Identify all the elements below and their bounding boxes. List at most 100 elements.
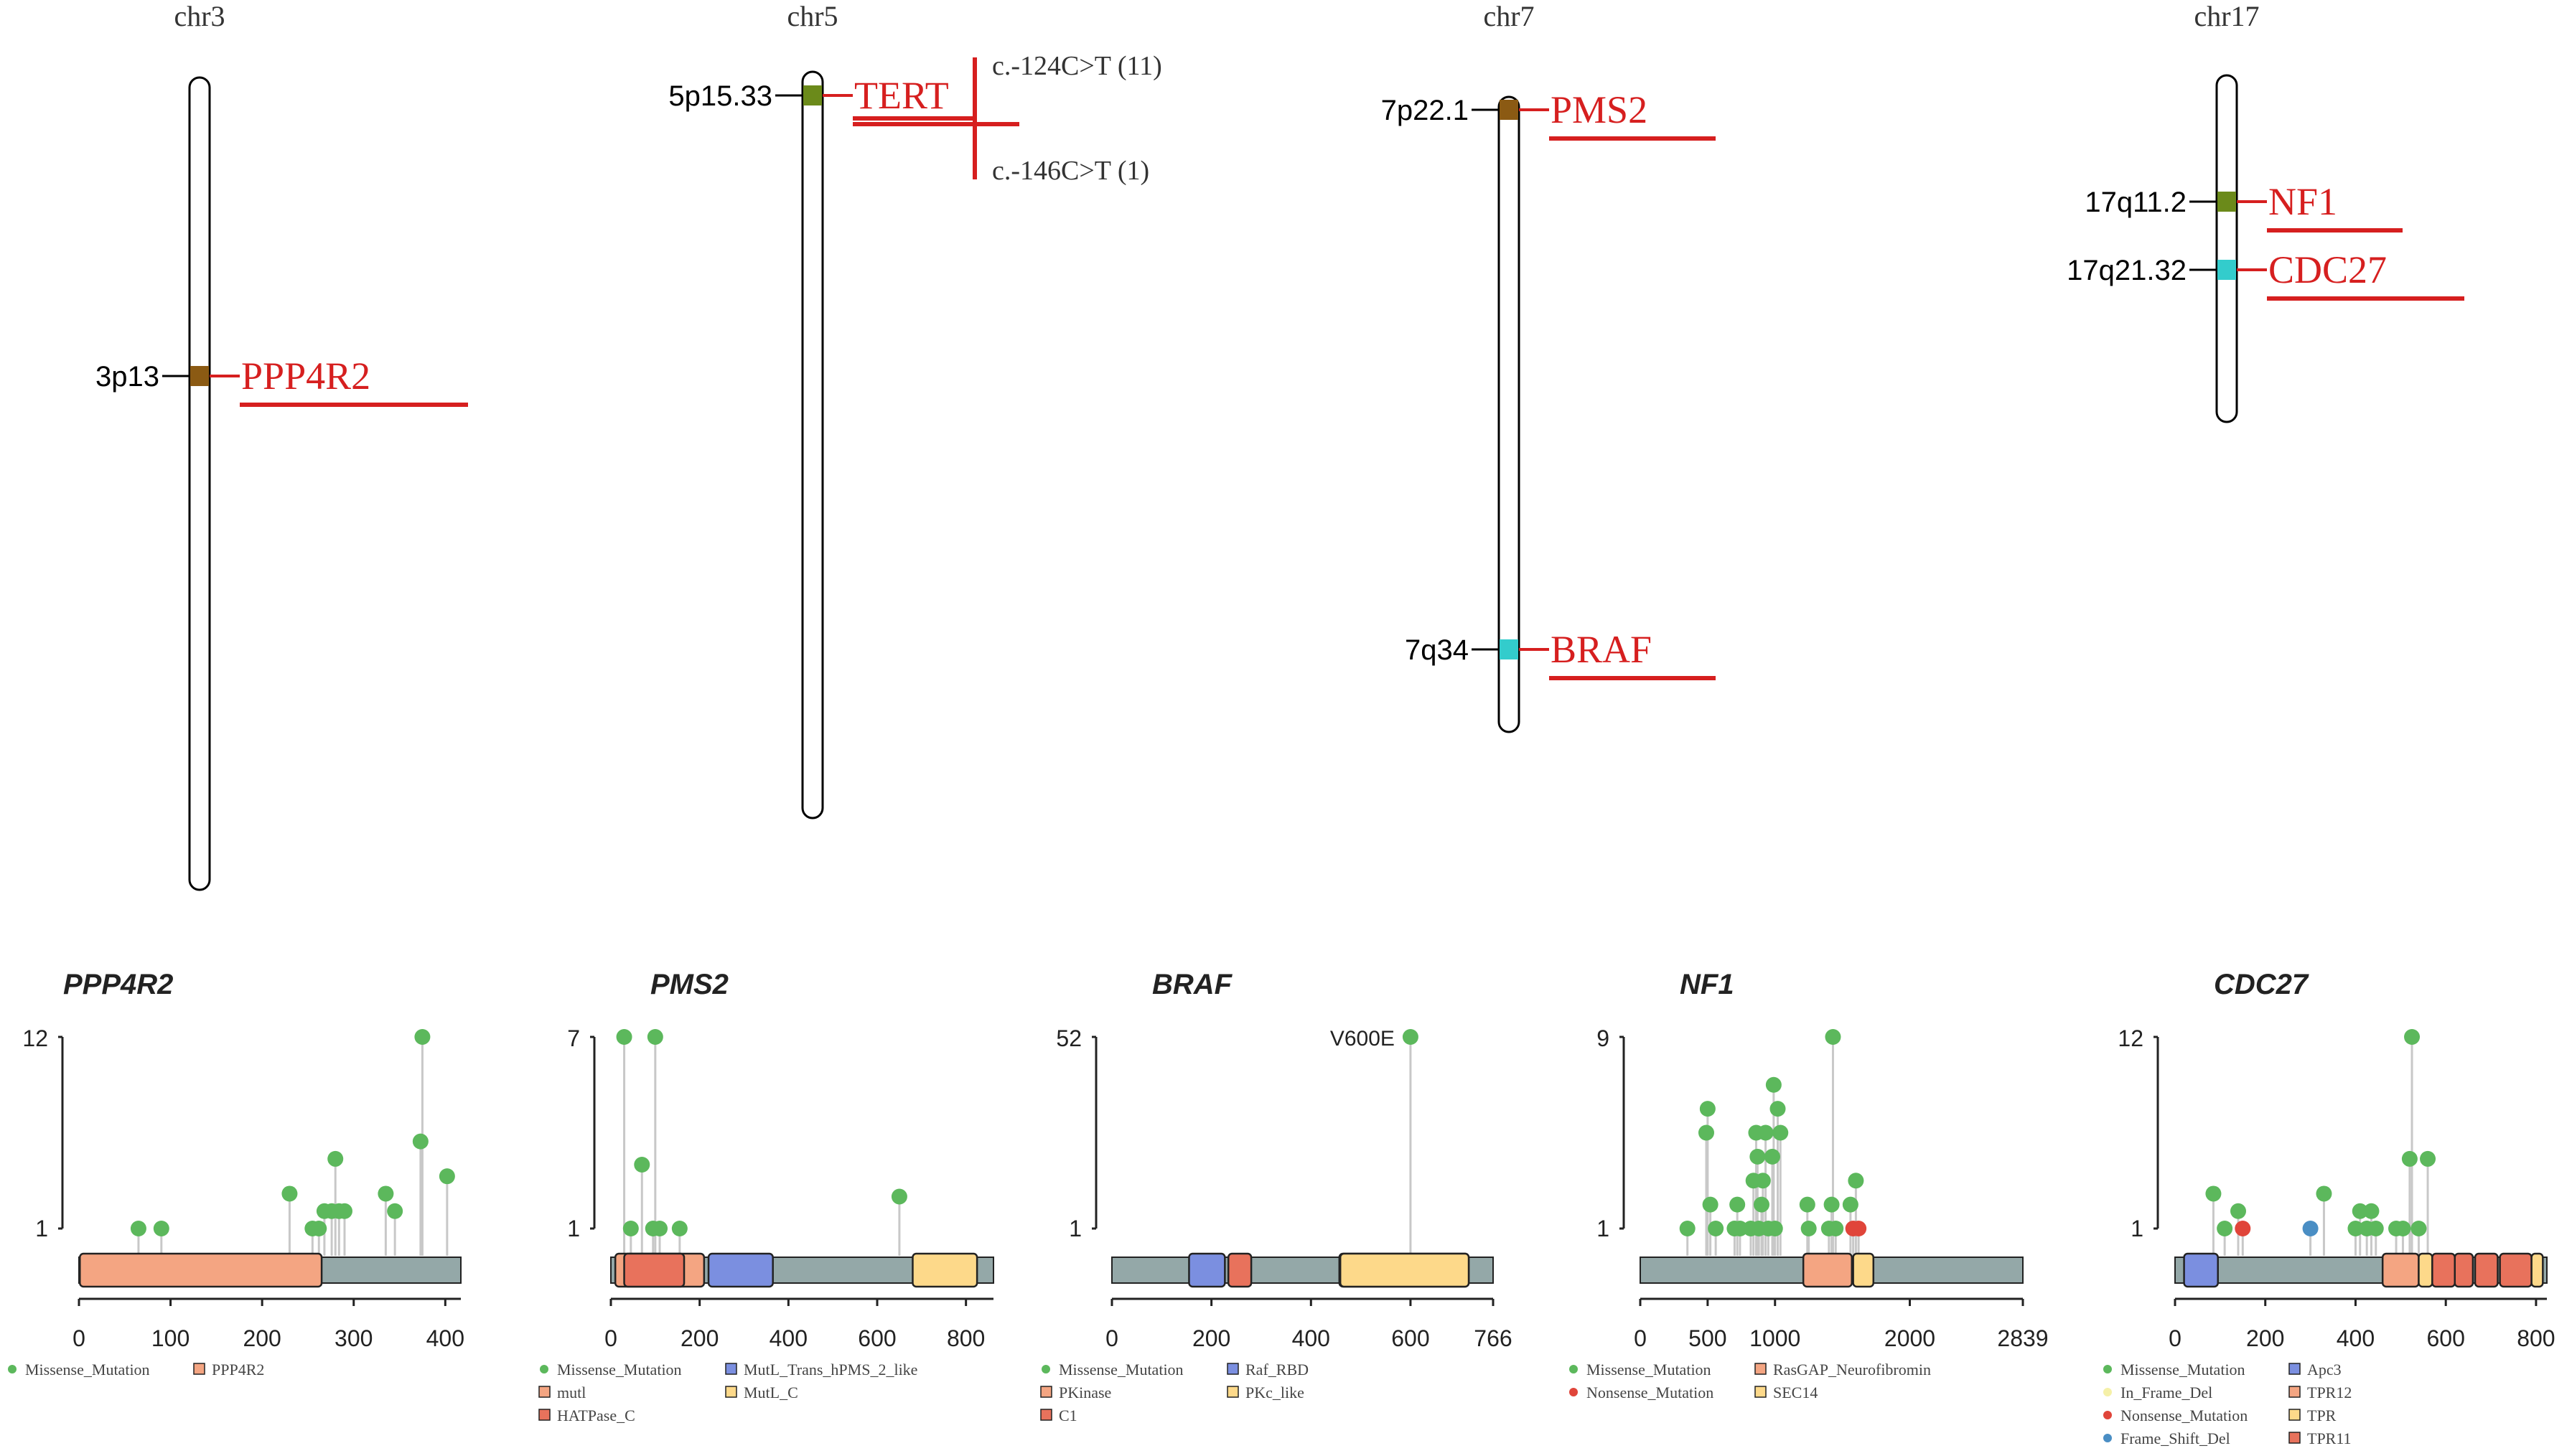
x-tick-label: 0	[604, 1325, 617, 1351]
lollipop-chart-cdc27: CDC27 12 1 0 200 400 600 800 Missense_Mutation Ap…	[2103, 969, 2555, 1447]
mutation-dot	[2205, 1185, 2222, 1202]
mutation-dot	[1699, 1101, 1716, 1117]
legend-label: PKc_like	[1245, 1384, 1304, 1401]
x-tick-label: 0	[2169, 1325, 2181, 1351]
legend-swatch	[1754, 1386, 1767, 1398]
mutation-dot	[1757, 1124, 1774, 1141]
gene-label: PPP4R2	[241, 354, 370, 398]
legend-swatch	[538, 1409, 551, 1421]
mutation-dot	[311, 1221, 327, 1236]
legend-label: mutl	[557, 1384, 586, 1401]
protein-domain	[707, 1252, 774, 1288]
legend-label: Raf_RBD	[1245, 1361, 1309, 1378]
x-tick-label: 400	[1292, 1325, 1330, 1351]
legend-swatch	[2288, 1363, 2301, 1375]
protein-domain	[2418, 1252, 2433, 1288]
legend-swatch	[2103, 1434, 2112, 1442]
legend-swatch	[540, 1365, 548, 1373]
mutation-dot	[2347, 1221, 2364, 1236]
band-label: 5p15.33	[668, 80, 772, 112]
x-tick-label: 200	[681, 1325, 719, 1351]
mutation-dot	[1848, 1173, 1864, 1189]
mutation-label: V600E	[1330, 1027, 1395, 1051]
legend-swatch	[2288, 1432, 2301, 1444]
protein-domain	[2381, 1252, 2420, 1288]
y-tick-label: 1	[567, 1216, 580, 1241]
mutation-dot	[1698, 1124, 1714, 1141]
mutation-dot	[622, 1221, 639, 1236]
mutation-dot	[2217, 1221, 2233, 1236]
legend-label: PKinase	[1059, 1384, 1111, 1401]
legend-swatch	[193, 1363, 205, 1375]
chromosome-body	[188, 76, 211, 891]
chart-title: NF1	[1680, 969, 1734, 1000]
legend-swatch	[1040, 1386, 1052, 1398]
mutation-dot	[336, 1203, 352, 1219]
chromosome-chr17: chr17 17q11.2 NF1 17q21.32 CDC27	[2067, 0, 2464, 423]
mutation-dot	[1754, 1173, 1771, 1189]
mutation-dot	[2367, 1221, 2384, 1236]
protein-domain	[2183, 1252, 2219, 1288]
legend-swatch	[2103, 1411, 2112, 1419]
legend-swatch	[2288, 1409, 2301, 1421]
protein-domain	[1802, 1252, 1853, 1288]
band-label: 17q21.32	[2067, 255, 2187, 286]
mutation-dot	[2316, 1185, 2332, 1202]
legend-label: HATPase_C	[557, 1406, 635, 1424]
mutation-dot	[2420, 1150, 2436, 1167]
protein-domain	[912, 1252, 978, 1288]
protein-domain	[1852, 1252, 1875, 1288]
mutation-dot	[1825, 1029, 1841, 1045]
cytoband-marker	[2217, 192, 2236, 212]
mutation-dot	[153, 1221, 169, 1236]
chart-title: CDC27	[2214, 969, 2309, 1000]
legend-swatch	[1042, 1365, 1050, 1373]
legend-label: TPR	[2307, 1406, 2337, 1424]
mutation-dot	[378, 1185, 394, 1202]
mutation-dot	[1851, 1221, 1867, 1236]
y-tick-label: 52	[1056, 1025, 1082, 1051]
mutation-dot	[647, 1029, 663, 1045]
band-label: 7p22.1	[1381, 95, 1469, 126]
mutation-dot	[1772, 1124, 1789, 1141]
mutation-dot	[616, 1029, 632, 1045]
chromosome-label: chr17	[2194, 0, 2259, 32]
gene-label: BRAF	[1551, 628, 1652, 671]
mutation-dot	[2352, 1203, 2368, 1219]
x-tick-label: 2000	[1884, 1325, 1935, 1351]
mutation-dot	[891, 1188, 907, 1205]
legend-swatch	[725, 1363, 737, 1375]
mutation-dot	[1828, 1221, 1844, 1236]
x-tick-label: 500	[1688, 1325, 1726, 1351]
chromosome-body	[2215, 74, 2238, 423]
mutation-dot	[2235, 1221, 2251, 1236]
legend-label: Missense_Mutation	[2120, 1361, 2245, 1378]
x-tick-label: 600	[858, 1325, 896, 1351]
protein-domain	[2454, 1252, 2474, 1288]
chromosome-label: chr3	[174, 0, 225, 32]
legend-label: Frame_Shift_Del	[2120, 1429, 2230, 1447]
band-label: 3p13	[95, 361, 159, 393]
band-label: 17q11.2	[2085, 187, 2187, 218]
mutation-dot	[387, 1203, 403, 1219]
chart-title: BRAF	[1152, 969, 1233, 1000]
legend-label: Nonsense_Mutation	[1586, 1384, 1713, 1401]
mutation-dot	[2363, 1203, 2380, 1219]
mutation-dot	[652, 1221, 668, 1236]
x-tick-label: 0	[1634, 1325, 1647, 1351]
x-tick-label: 1000	[1749, 1325, 1800, 1351]
cytoband-marker	[1500, 100, 1518, 120]
legend-swatch	[2103, 1365, 2112, 1373]
legend-swatch	[1040, 1409, 1052, 1421]
mutation-dot	[1753, 1196, 1769, 1213]
x-tick-label: 0	[1105, 1325, 1118, 1351]
y-tick-label: 1	[2131, 1216, 2143, 1241]
x-tick-label: 400	[2337, 1325, 2375, 1351]
legend-swatch	[2103, 1388, 2112, 1396]
gene-label: NF1	[2268, 180, 2337, 223]
legend-swatch	[1754, 1363, 1767, 1375]
lollipop-chart-pms2: PMS2 7 1 0 200 400 600 800 Missense_Mutation MutL…	[538, 969, 994, 1424]
protein-domain	[1227, 1252, 1253, 1288]
